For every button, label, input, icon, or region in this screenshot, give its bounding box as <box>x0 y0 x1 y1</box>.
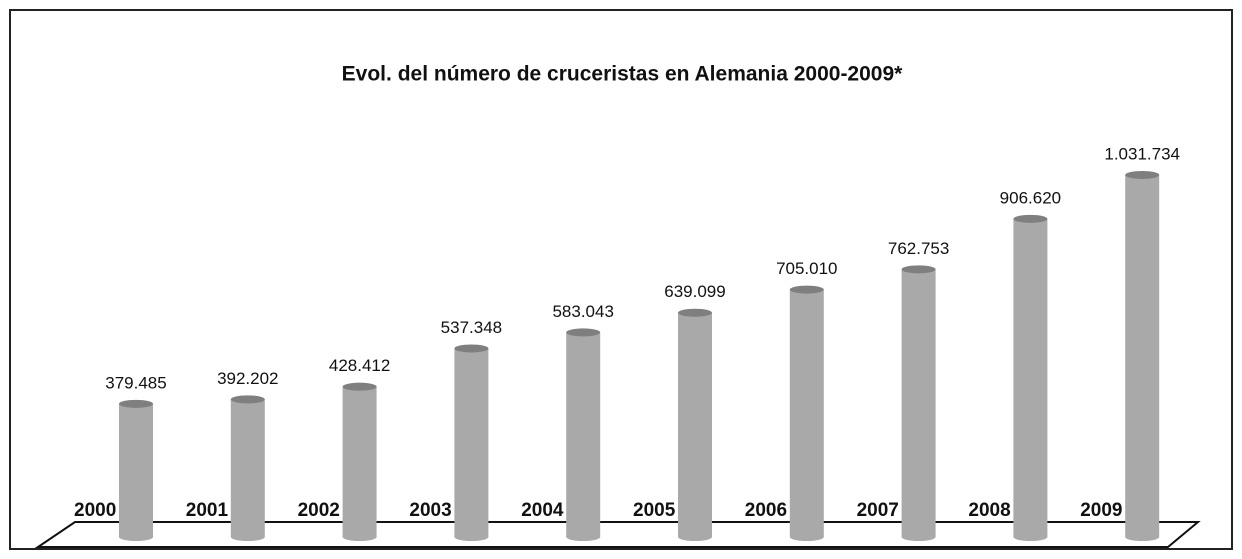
x-tick-label: 2008 <box>968 500 1010 521</box>
bar-cap <box>119 399 153 408</box>
bar-cap <box>1125 170 1160 179</box>
value-label: 537.348 <box>441 318 502 337</box>
bar-cap <box>454 344 489 353</box>
bar <box>566 332 601 541</box>
value-label: 762.753 <box>888 239 949 258</box>
bar-cap <box>1013 214 1048 223</box>
value-label: 583.043 <box>552 302 613 321</box>
value-label: 379.485 <box>105 373 166 392</box>
value-label: 705.010 <box>776 259 837 278</box>
chart-title: Evol. del número de cruceristas en Alema… <box>342 63 903 86</box>
x-tick-label: 2009 <box>1080 500 1122 521</box>
frame <box>9 9 1233 550</box>
bar <box>1013 218 1048 541</box>
bar <box>901 269 936 541</box>
x-tick-label: 2002 <box>298 500 340 521</box>
x-tick-label: 2001 <box>186 500 229 521</box>
value-label: 428.412 <box>329 356 390 375</box>
bar <box>789 289 824 541</box>
bar-cap <box>566 328 601 337</box>
x-tick-label: 2003 <box>409 500 451 521</box>
value-label: 639.099 <box>664 282 725 301</box>
bar <box>342 386 377 541</box>
bar-cap <box>230 395 265 404</box>
x-tick-label: 2000 <box>74 500 116 521</box>
bar-cap <box>342 382 377 391</box>
bar <box>230 399 265 541</box>
bar <box>1125 174 1160 542</box>
value-label: 906.620 <box>1000 188 1061 207</box>
x-tick-label: 2005 <box>633 500 676 521</box>
value-label: 392.202 <box>217 369 278 388</box>
bar <box>678 312 712 541</box>
bar-cap <box>789 285 824 294</box>
x-tick-label: 2004 <box>521 500 564 521</box>
value-label: 1.031.734 <box>1104 144 1180 163</box>
bar <box>454 348 489 541</box>
bar-cap <box>901 265 936 274</box>
bar <box>119 403 153 541</box>
x-tick-label: 2007 <box>857 500 899 521</box>
bar-cap <box>678 308 712 317</box>
x-tick-label: 2006 <box>745 500 787 521</box>
